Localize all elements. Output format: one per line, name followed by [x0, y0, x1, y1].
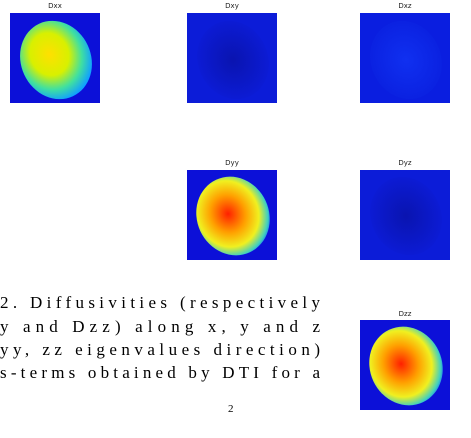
heatmap-image	[357, 165, 454, 267]
figure: Dxx Dxy Dxz Dyy Dyz Dzz 2. Diffusivities…	[0, 0, 471, 438]
caption-line: s-terms obtained by DTI for a	[0, 363, 320, 382]
panel-label: Dzz	[399, 310, 412, 318]
caption-line: 2. Diffusivities (respectively	[0, 293, 321, 312]
heatmap-image	[184, 9, 281, 111]
heatmap-image	[183, 165, 282, 268]
panel-label: Dxx	[48, 2, 62, 10]
panel-label: Dxz	[398, 2, 412, 10]
caption-line: yy, zz eigenvalues direction)	[0, 340, 320, 359]
panel-label: Dyz	[398, 159, 412, 167]
heatmap-image	[7, 9, 104, 111]
heatmap-image	[357, 9, 454, 111]
panel-label: Dxy	[225, 2, 239, 10]
heatmap-image	[356, 315, 455, 418]
panel-label: Dyy	[225, 159, 239, 167]
caption-line: y and Dzz) along x, y and z	[0, 317, 320, 336]
caption-superscript: 2	[228, 403, 234, 415]
